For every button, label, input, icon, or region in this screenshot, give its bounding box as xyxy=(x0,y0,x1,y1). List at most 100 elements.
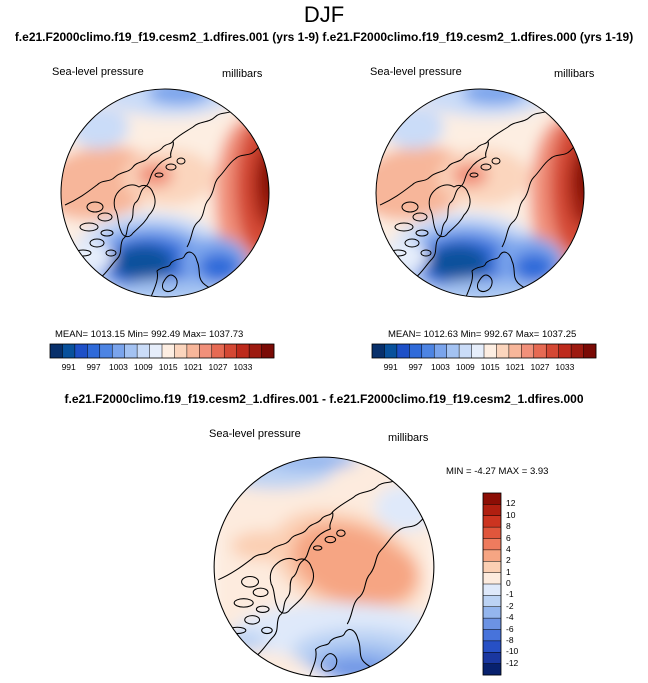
colorbar-1-swatch xyxy=(186,344,200,358)
colorbar-difference xyxy=(482,492,502,676)
panel1-stats: MEAN= 1013.15 Min= 992.49 Max= 1037.73 xyxy=(55,329,244,340)
coastline-island1 xyxy=(105,249,117,257)
coastline-arctic-island2 xyxy=(480,163,492,171)
coastline-arctic-island1 xyxy=(165,163,177,171)
colorbar-diff-swatch xyxy=(483,629,501,642)
colorbar-1-swatch xyxy=(174,344,188,358)
colorbar-diff-tick-label: -2 xyxy=(506,600,514,611)
colorbar-diff-tick-label: 8 xyxy=(506,521,511,532)
colorbar-2-swatch xyxy=(521,344,535,358)
colorbar-1-swatch xyxy=(162,344,175,358)
colorbar-1-swatch xyxy=(137,344,150,358)
colorbar-1-tick-label: 997 xyxy=(86,362,101,372)
colorbar-1-tick-label: 991 xyxy=(61,362,76,372)
colorbar-diff-swatch xyxy=(483,493,501,505)
colorbar-diff-tick-label: 4 xyxy=(506,543,511,554)
coastline-island2 xyxy=(401,201,419,213)
coastline-eurasia-east1 xyxy=(186,136,269,248)
colorbar-1-swatch xyxy=(112,344,125,358)
colorbar-diff-swatch xyxy=(483,606,501,619)
coastline-scandinavia2 xyxy=(477,274,493,292)
colorbar-2-swatch xyxy=(434,344,447,358)
colorbar-diff-swatch xyxy=(483,527,501,539)
colorbar-diff-tick-label: -4 xyxy=(506,612,514,623)
coastline-greenland2 xyxy=(428,184,471,238)
coastline-island3 xyxy=(252,587,269,598)
panel3-variable-label: Sea-level pressure xyxy=(209,428,301,440)
colorbar-1-tick-label: 1027 xyxy=(208,362,228,372)
coastline-scandinavia1 xyxy=(162,274,178,292)
colorbar-1-swatch xyxy=(149,344,163,358)
colorbar-2-swatch xyxy=(409,344,423,358)
colorbar-panel-2-ticks: 991 997 1003 1009 1015 1021 1027 1033 xyxy=(372,362,596,374)
colorbar-diff-tick-label: 10 xyxy=(506,509,516,520)
coastline-north-america2 xyxy=(379,140,489,286)
map-panel-1 xyxy=(60,88,270,298)
panel3-stats: MIN = -4.27 MAX = 3.93 xyxy=(446,466,549,477)
colorbar-1-tick-label: 1003 xyxy=(108,362,128,372)
colorbar-2-swatch xyxy=(533,344,547,358)
colorbar-diff-tick-label: -8 xyxy=(506,634,514,645)
coastline-island1 xyxy=(97,212,113,222)
colorbar-2-swatch xyxy=(471,344,485,358)
coastline-arctic-island3 xyxy=(324,535,337,544)
colorbar-2-tick-label: 1003 xyxy=(430,362,450,372)
panel1-variable-label: Sea-level pressure xyxy=(52,66,144,78)
colorbar-2-swatch xyxy=(396,344,410,358)
colorbar-2-swatch xyxy=(446,344,460,358)
coastline-eurasia-east2 xyxy=(501,136,584,248)
colorbar-diff-swatch xyxy=(483,561,501,573)
coastline-island2 xyxy=(415,229,429,237)
coastline-arctic-island2 xyxy=(491,157,501,165)
colorbar-1-swatch xyxy=(99,344,113,358)
coastline-island2 xyxy=(420,249,432,257)
colorbar-2-swatch xyxy=(484,344,497,358)
colorbar-diff-tick-label: 12 xyxy=(506,498,516,509)
coastline-island2 xyxy=(412,212,428,222)
colorbar-2-swatch xyxy=(496,344,510,358)
colorbar-2-tick-label: 997 xyxy=(408,362,423,372)
coastline-north-america3 xyxy=(218,511,334,665)
colorbar-diff-swatch xyxy=(483,549,501,562)
colorbar-diff-tick-label: 1 xyxy=(506,566,511,577)
coastline-eurasia-east3 xyxy=(346,507,434,625)
panel2-stats: MEAN= 1012.63 Min= 992.67 Max= 1037.25 xyxy=(388,329,577,340)
panel2-variable-label: Sea-level pressure xyxy=(370,66,462,78)
colorbar-diff-tick-label: -10 xyxy=(506,646,519,657)
page-title: DJF xyxy=(303,2,345,27)
colorbar-diff-tick-label: -1 xyxy=(506,589,514,600)
colorbar-1-swatch xyxy=(249,344,262,358)
colorbar-diff-swatch xyxy=(483,515,501,528)
colorbar-1-swatch xyxy=(124,344,138,358)
colorbar-1-swatch xyxy=(211,344,225,358)
colorbar-2-swatch xyxy=(583,344,597,358)
colorbar-1-swatch xyxy=(74,344,88,358)
colorbar-1-swatch xyxy=(50,344,63,358)
colorbar-1-swatch xyxy=(87,344,101,358)
colorbar-diff-swatch xyxy=(483,538,501,551)
colorbar-panel-2 xyxy=(371,343,597,359)
colorbar-diff-swatch xyxy=(483,652,501,664)
coastline-scandinavia3 xyxy=(320,653,338,672)
coastline-greenland3 xyxy=(269,557,315,614)
panel3-units-label: millibars xyxy=(388,432,429,444)
coastline-island3 xyxy=(255,605,270,613)
coastline-island3 xyxy=(261,626,273,635)
colorbar-diff-tick-label: 0 xyxy=(506,578,511,588)
coastline-island3 xyxy=(241,575,260,588)
colorbar-1-swatch xyxy=(236,344,250,358)
panel1-units-label: millibars xyxy=(222,68,263,80)
colorbar-1-tick-label: 1021 xyxy=(183,362,203,372)
colorbar-1-swatch xyxy=(261,344,275,358)
colorbar-diff-tick-label: 2 xyxy=(506,555,511,566)
coastline-island1 xyxy=(100,229,114,237)
coastline-island1 xyxy=(86,201,104,213)
colorbar-diff-swatch xyxy=(483,504,501,517)
colorbar-diff-swatch xyxy=(483,572,501,585)
coastline-island2 xyxy=(394,222,414,232)
colorbar-diff-swatch xyxy=(483,618,501,630)
coastline-island3 xyxy=(233,598,254,608)
colorbar-2-swatch xyxy=(546,344,559,358)
colorbar-diff-swatch xyxy=(483,584,501,596)
colorbar-2-swatch xyxy=(421,344,435,358)
